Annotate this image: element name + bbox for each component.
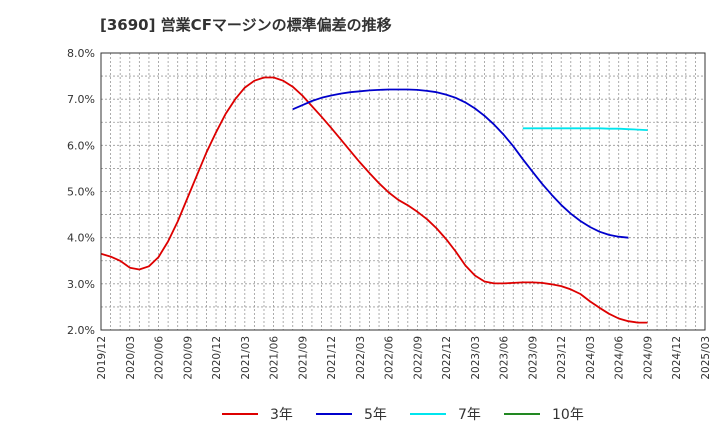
- x-tick-label: 2020/09: [182, 336, 194, 380]
- x-tick-label: 2022/09: [412, 336, 424, 380]
- legend-label: 5年: [364, 407, 387, 423]
- x-tick-label: 2023/03: [470, 336, 482, 380]
- y-tick-label: 3.0%: [67, 278, 95, 291]
- y-tick-label: 2.0%: [67, 324, 95, 337]
- y-tick-label: 8.0%: [67, 47, 95, 60]
- y-tick-label: 7.0%: [67, 93, 95, 106]
- x-tick-label: 2023/09: [527, 336, 539, 380]
- x-axis-ticks: 2019/12 2020/03 2020/06 2020/09 2020/12 2021/…: [96, 336, 712, 380]
- legend-item: 10年: [504, 402, 584, 426]
- series-line: [522, 127, 648, 131]
- y-axis-ticks: 2.0% 3.0% 4.0% 5.0% 6.0% 7.0% 8.0%: [67, 47, 95, 337]
- x-tick-label: 2020/03: [125, 336, 137, 380]
- y-tick-label: 6.0%: [67, 139, 95, 152]
- legend-item: 7年: [410, 402, 481, 426]
- y-tick-label: 4.0%: [67, 232, 95, 245]
- legend-swatch: [410, 413, 446, 415]
- series-lines: [100, 76, 648, 324]
- x-tick-label: 2022/03: [355, 336, 367, 380]
- legend-label: 7年: [458, 407, 481, 423]
- legend: 3年 5年 7年 10年: [0, 402, 720, 426]
- grid-lines: [101, 53, 705, 330]
- x-tick-label: 2024/03: [585, 336, 597, 380]
- x-tick-label: 2021/03: [240, 336, 252, 380]
- x-tick-label: 2022/06: [384, 336, 396, 380]
- legend-label: 3年: [270, 407, 293, 423]
- legend-item: 3年: [222, 402, 293, 426]
- series-line: [100, 76, 648, 324]
- x-tick-label: 2021/06: [269, 336, 281, 380]
- x-tick-label: 2022/12: [441, 336, 453, 380]
- legend-item: 5年: [316, 402, 387, 426]
- legend-swatch: [504, 413, 540, 415]
- legend-swatch: [316, 413, 352, 415]
- x-tick-label: 2021/09: [297, 336, 309, 380]
- x-tick-label: 2024/06: [614, 336, 626, 380]
- y-tick-label: 5.0%: [67, 186, 95, 199]
- x-tick-label: 2023/12: [556, 336, 568, 380]
- x-tick-label: 2025/03: [700, 336, 712, 380]
- x-tick-label: 2024/12: [671, 336, 683, 380]
- series-line: [292, 88, 629, 239]
- x-tick-label: 2021/12: [326, 336, 338, 380]
- x-tick-label: 2023/06: [499, 336, 511, 380]
- x-tick-label: 2020/12: [211, 336, 223, 380]
- plot-border: [100, 52, 706, 331]
- chart-title: [3690] 営業CFマージンの標準偏差の推移: [100, 16, 392, 34]
- legend-swatch: [222, 413, 258, 415]
- x-tick-label: 2020/06: [154, 336, 166, 380]
- x-tick-label: 2019/12: [96, 336, 108, 380]
- legend-label: 10年: [552, 407, 584, 423]
- x-tick-label: 2024/09: [642, 336, 654, 380]
